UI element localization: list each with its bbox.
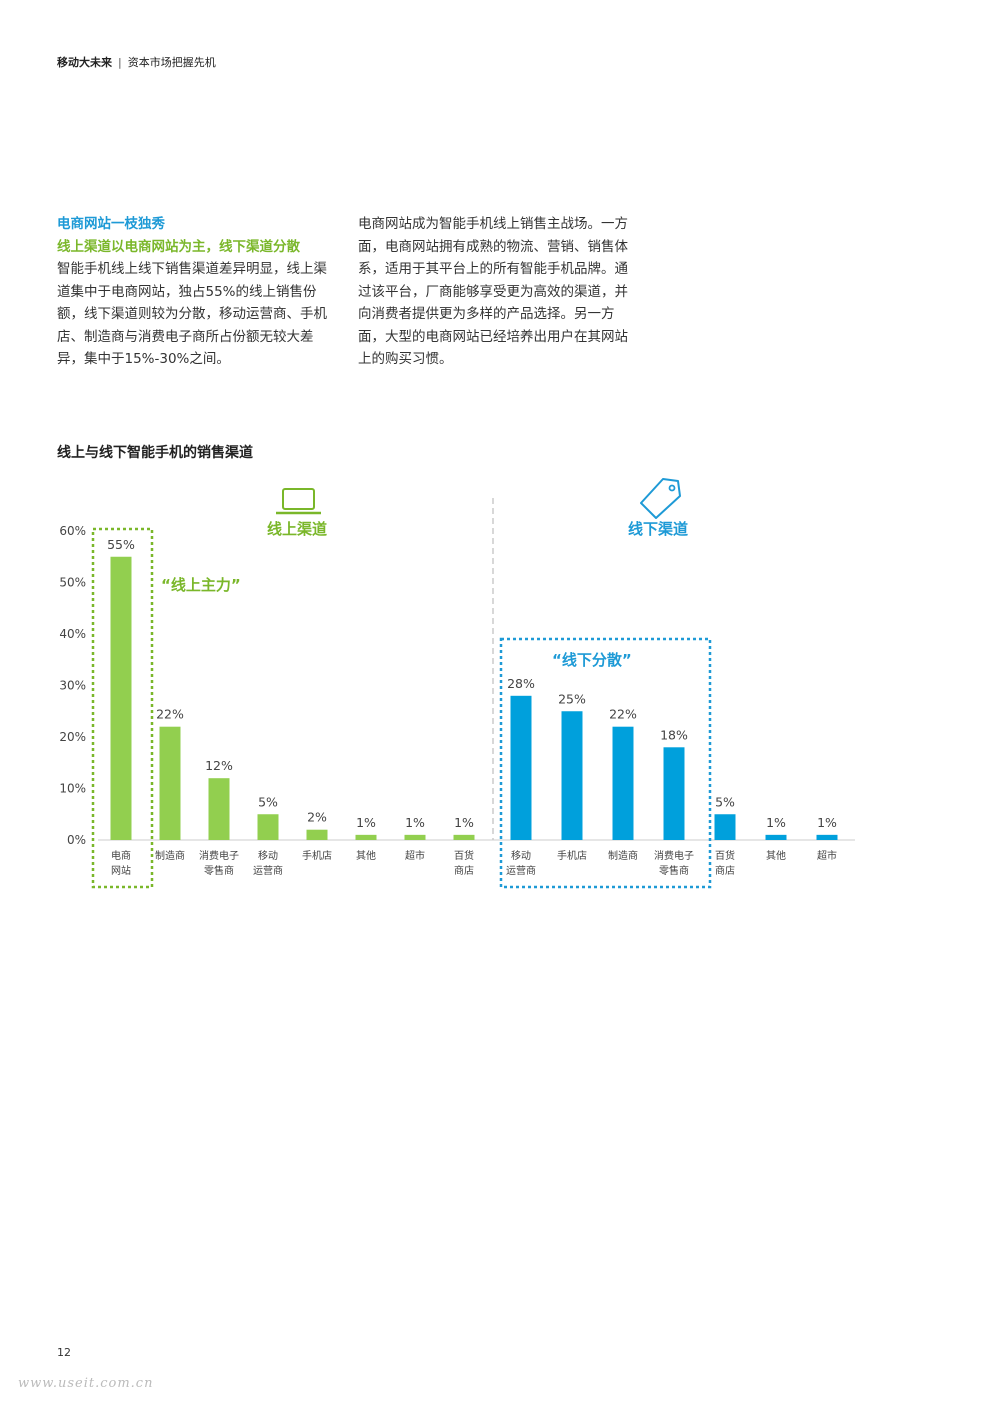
bar-value-label: 12% bbox=[205, 758, 233, 773]
category-label: 超市 bbox=[817, 849, 837, 862]
watermark: www.useit.com.cn bbox=[18, 1376, 154, 1391]
bar bbox=[453, 834, 475, 840]
page-header: 移动大未来 | 资本市场把握先机 bbox=[57, 54, 216, 70]
bar bbox=[208, 778, 230, 840]
category-label: 消费电子 bbox=[654, 849, 694, 862]
page-number: 12 bbox=[57, 1346, 71, 1359]
chart-title: 线上与线下智能手机的销售渠道 bbox=[57, 445, 253, 461]
category-label: 运营商 bbox=[253, 864, 283, 877]
laptop-icon bbox=[276, 488, 321, 515]
bar bbox=[110, 556, 132, 840]
bar-value-label: 22% bbox=[609, 707, 637, 722]
bar bbox=[306, 829, 328, 840]
category-label: 超市 bbox=[405, 849, 425, 862]
bar bbox=[714, 814, 736, 840]
category-label: 百货 bbox=[454, 849, 474, 862]
bar-value-label: 25% bbox=[558, 691, 586, 706]
category-label: 移动 bbox=[258, 849, 278, 862]
category-label: 电商 bbox=[111, 849, 131, 862]
bar bbox=[159, 726, 181, 840]
bar-value-label: 1% bbox=[766, 815, 786, 830]
online-group-label: 线上渠道 bbox=[267, 520, 327, 538]
y-tick-label: 50% bbox=[59, 576, 86, 590]
bar-value-label: 1% bbox=[817, 815, 837, 830]
category-label: 运营商 bbox=[506, 864, 536, 877]
intro-right-text: 电商网站成为智能手机线上销售主战场。一方面，电商网站拥有成熟的物流、营销、销售体… bbox=[358, 216, 628, 367]
intro-right-column: 电商网站成为智能手机线上销售主战场。一方面，电商网站拥有成熟的物流、营销、销售体… bbox=[358, 213, 633, 371]
bar-value-label: 1% bbox=[356, 815, 376, 830]
intro-left-column: 电商网站一枝独秀 线上渠道以电商网站为主，线下渠道分散 智能手机线上线下销售渠道… bbox=[57, 213, 332, 371]
bar-value-label: 5% bbox=[258, 794, 278, 809]
category-label: 消费电子 bbox=[199, 849, 239, 862]
intro-heading: 电商网站一枝独秀 bbox=[57, 216, 165, 232]
bar-value-label: 1% bbox=[454, 815, 474, 830]
offline-group-label: 线下渠道 bbox=[628, 520, 688, 538]
category-label: 手机店 bbox=[557, 849, 587, 862]
header-title: 移动大未来 bbox=[57, 56, 112, 69]
bar-value-label: 2% bbox=[307, 810, 327, 825]
category-label: 商店 bbox=[454, 864, 474, 877]
bar-value-label: 18% bbox=[660, 727, 688, 742]
category-label: 手机店 bbox=[302, 849, 332, 862]
y-tick-label: 0% bbox=[67, 833, 86, 847]
intro-left-text: 智能手机线上线下销售渠道差异明显，线上渠道集中于电商网站，独占55%的线上销售份… bbox=[57, 261, 327, 367]
category-label: 移动 bbox=[511, 849, 531, 862]
bar-value-label: 55% bbox=[107, 537, 135, 552]
y-tick-label: 40% bbox=[59, 627, 86, 641]
category-label: 其他 bbox=[766, 849, 786, 862]
category-label: 网站 bbox=[111, 864, 131, 877]
bar-value-label: 1% bbox=[405, 815, 425, 830]
bar bbox=[257, 814, 279, 840]
bar bbox=[561, 711, 583, 840]
y-tick-label: 20% bbox=[59, 730, 86, 744]
category-label: 制造商 bbox=[155, 849, 185, 862]
category-label: 商店 bbox=[715, 864, 735, 877]
bar bbox=[663, 747, 685, 840]
header-separator: | bbox=[118, 56, 122, 69]
category-label: 百货 bbox=[715, 849, 735, 862]
bar-value-label: 5% bbox=[715, 794, 735, 809]
header-subtitle: 资本市场把握先机 bbox=[127, 56, 216, 69]
y-tick-label: 10% bbox=[59, 782, 86, 796]
category-label: 零售商 bbox=[659, 864, 689, 877]
bar bbox=[404, 834, 426, 840]
price-tag-icon bbox=[640, 478, 681, 519]
offline-callout: “线下分散” bbox=[552, 651, 632, 669]
bar bbox=[765, 834, 787, 840]
bar-value-label: 22% bbox=[156, 707, 184, 722]
category-label: 零售商 bbox=[204, 864, 234, 877]
category-label: 制造商 bbox=[608, 849, 638, 862]
intro-subheading: 线上渠道以电商网站为主，线下渠道分散 bbox=[57, 238, 300, 255]
online-callout: “线上主力” bbox=[161, 576, 241, 594]
bar-value-label: 28% bbox=[507, 676, 535, 691]
y-tick-label: 30% bbox=[59, 679, 86, 693]
bar bbox=[816, 834, 838, 840]
bar bbox=[355, 834, 377, 840]
bar bbox=[612, 726, 634, 840]
offline-highlight-box bbox=[499, 637, 712, 889]
bar bbox=[510, 695, 532, 840]
y-tick-label: 60% bbox=[59, 524, 86, 538]
category-label: 其他 bbox=[356, 849, 376, 862]
online-highlight-box bbox=[91, 527, 154, 889]
